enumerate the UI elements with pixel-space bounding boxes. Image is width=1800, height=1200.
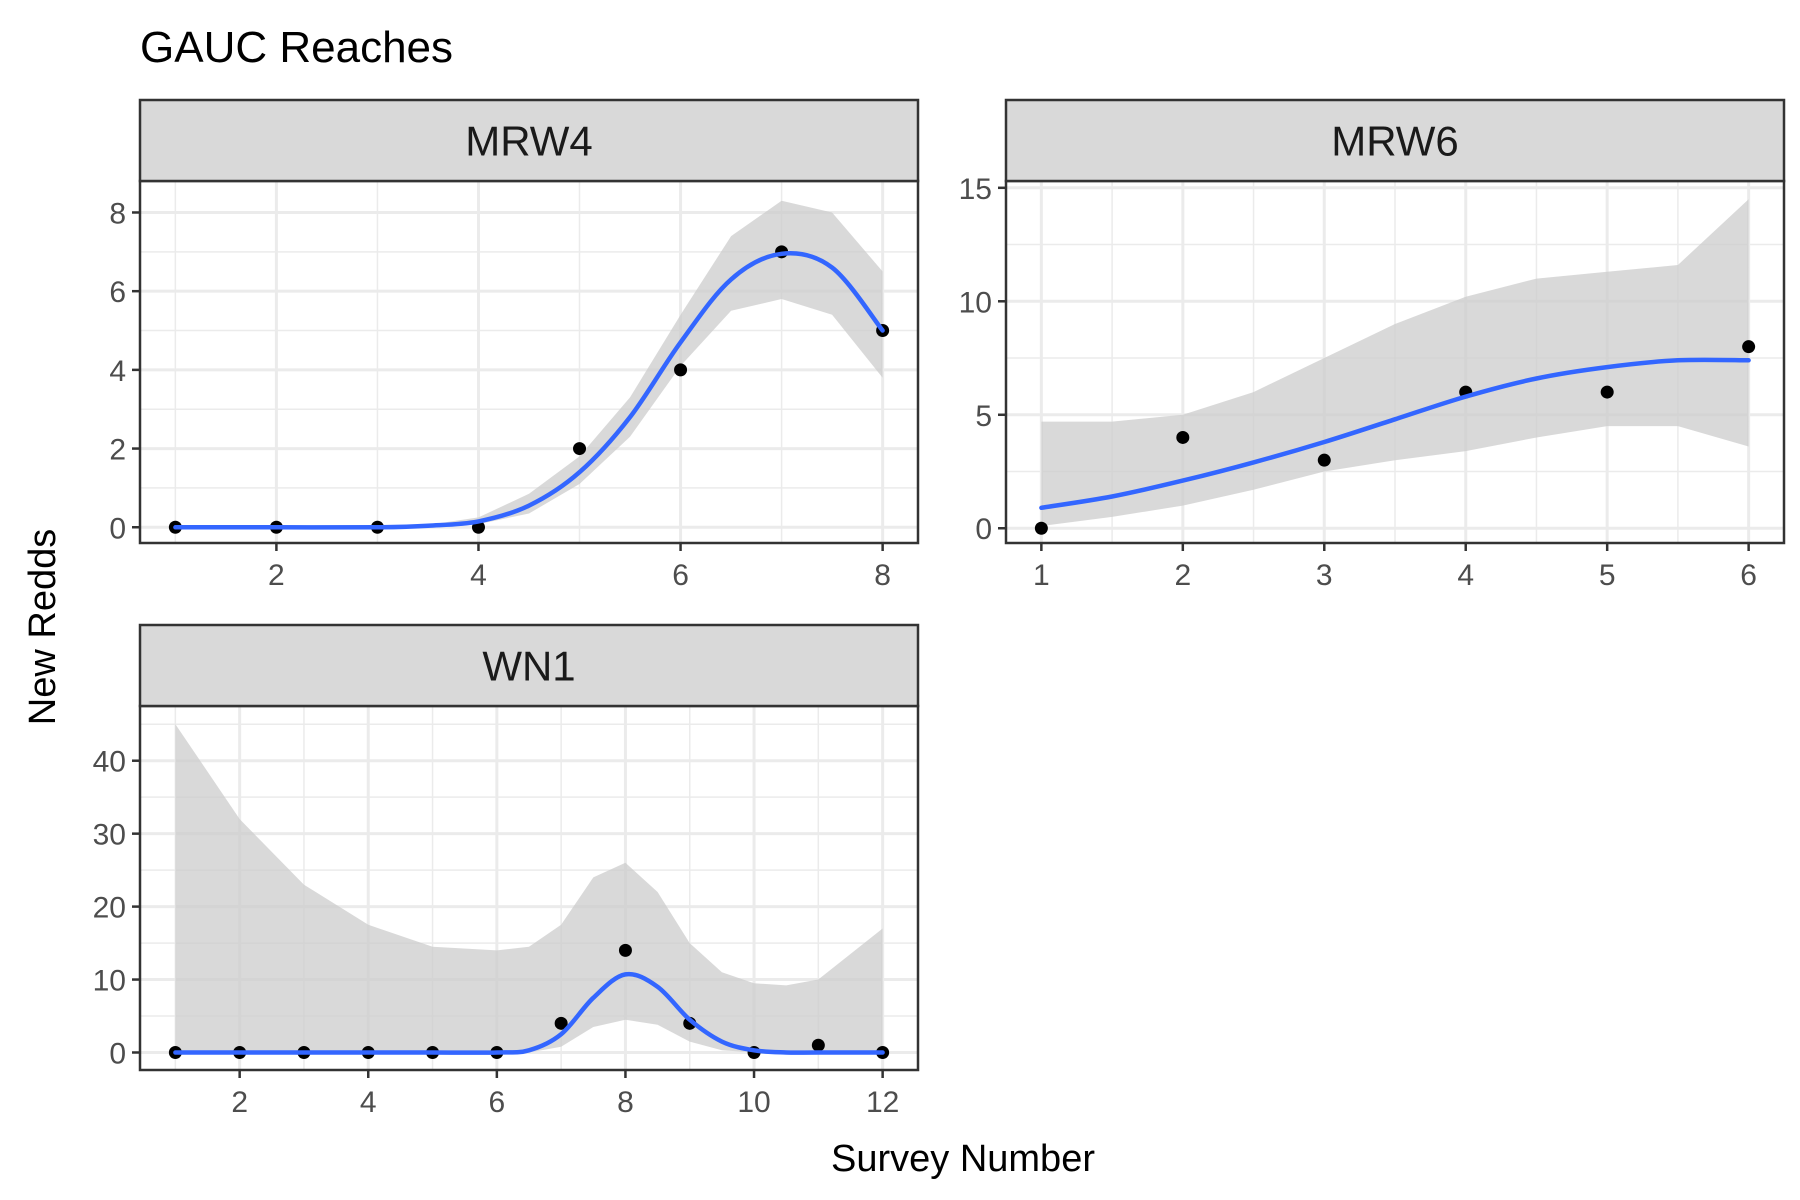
data-point: [674, 363, 688, 377]
smooth-line: [1039, 357, 1751, 511]
panel-wn1: WN1 2 4 6 8 10 12 0 10 20 30 40: [93, 623, 920, 1119]
smooth-line: [173, 251, 885, 530]
x-tick-label: 4: [360, 1086, 377, 1119]
y-tick-label: 5: [975, 400, 992, 433]
y-tick-label: 4: [109, 355, 126, 388]
data-point: [618, 943, 632, 957]
strip-background: [138, 623, 920, 708]
y-tick-label: 40: [93, 746, 126, 779]
panel-mrw6: MRW6 1 2 3 4 5 6 0 5 10 15: [959, 98, 1786, 592]
y-tick-label: 0: [975, 513, 992, 546]
strip-label: MRW6: [1331, 118, 1459, 165]
data-point: [1600, 385, 1614, 399]
strip-label: MRW4: [465, 118, 593, 165]
data-point: [1034, 521, 1048, 535]
x-tick-label: 4: [470, 559, 487, 592]
confidence-ribbon: [1041, 199, 1749, 526]
data-point: [811, 1038, 825, 1052]
x-tick-label: 1: [1033, 559, 1050, 592]
data-point: [573, 442, 587, 456]
x-tick-label: 8: [617, 1086, 634, 1119]
x-tick-label: 6: [489, 1086, 506, 1119]
x-tick-label: 12: [866, 1086, 899, 1119]
x-tick-label: 2: [1174, 559, 1191, 592]
chart-title: GAUC Reaches: [140, 23, 453, 72]
x-tick-label: 2: [268, 559, 285, 592]
data-point: [1742, 340, 1756, 354]
confidence-ribbon: [175, 724, 883, 1053]
x-tick-label: 8: [874, 559, 891, 592]
y-tick-label: 2: [109, 434, 126, 467]
data-point: [554, 1016, 568, 1030]
confidence-ribbon: [175, 200, 883, 528]
y-tick-label: 10: [959, 286, 992, 319]
y-tick-label: 8: [109, 197, 126, 230]
y-tick-label: 0: [109, 1037, 126, 1070]
y-tick-label: 15: [959, 173, 992, 206]
strip-background: [138, 98, 920, 183]
x-tick-label: 6: [1740, 559, 1757, 592]
x-tick-label: 6: [672, 559, 689, 592]
y-tick-label: 0: [109, 512, 126, 545]
x-tick-label: 2: [231, 1086, 248, 1119]
smooth-line: [173, 971, 885, 1055]
strip-label: WN1: [482, 643, 575, 690]
x-tick-label: 3: [1316, 559, 1333, 592]
x-axis-title: Survey Number: [831, 1138, 1095, 1180]
y-tick-label: 30: [93, 819, 126, 852]
x-tick-label: 5: [1599, 559, 1616, 592]
y-tick-label: 10: [93, 965, 126, 998]
panel-mrw4: MRW4 2 4 6 8 0 2 4 6 8: [109, 98, 920, 592]
data-point: [1317, 453, 1331, 467]
x-tick-label: 10: [737, 1086, 770, 1119]
y-tick-label: 20: [93, 892, 126, 925]
data-point: [1176, 430, 1190, 444]
y-tick-label: 6: [109, 276, 126, 309]
y-axis-title: New Redds: [22, 529, 64, 725]
x-tick-label: 4: [1457, 559, 1474, 592]
strip-background: [1004, 98, 1786, 183]
